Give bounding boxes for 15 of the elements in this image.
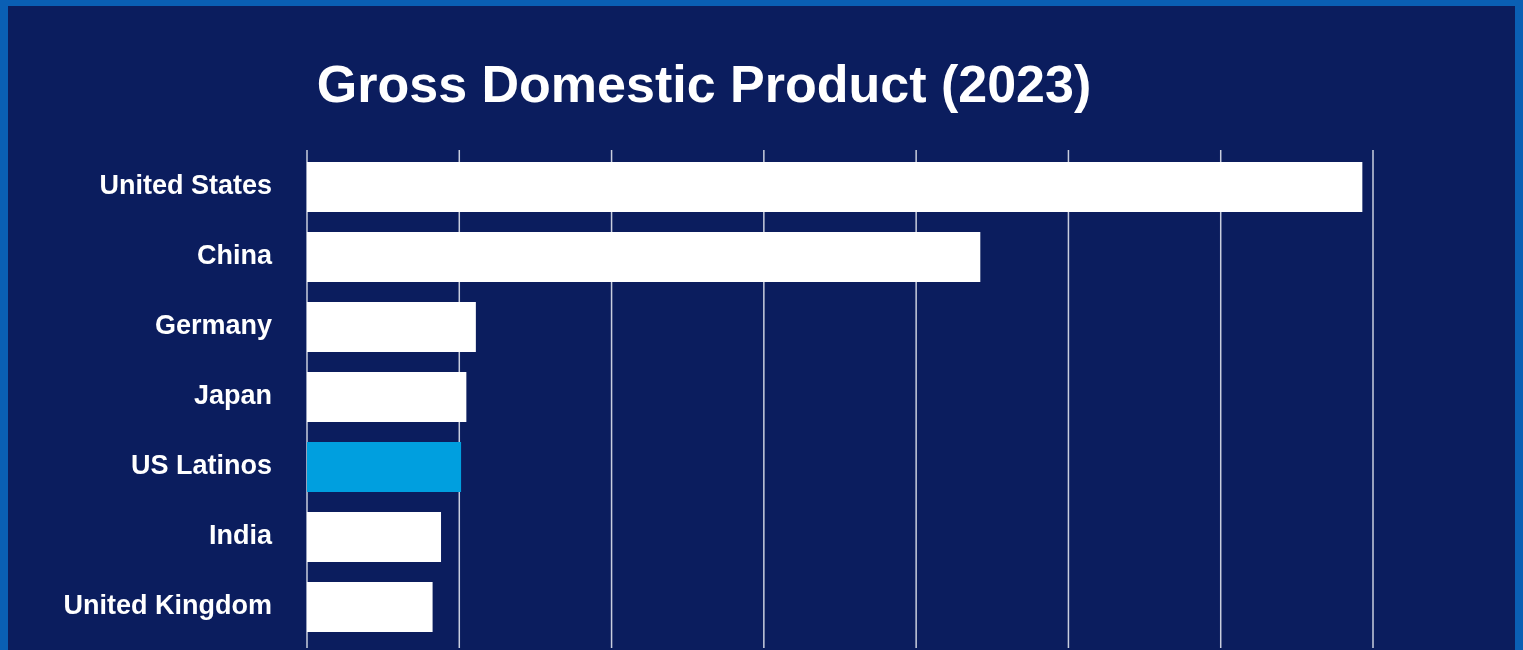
- y-tick-label: Japan: [193, 380, 272, 411]
- chart-title: Gross Domestic Product (2023): [316, 55, 1092, 113]
- bar: [307, 162, 1363, 212]
- bar: [307, 582, 433, 632]
- y-tick-label: Germany: [154, 310, 272, 341]
- bar: [307, 372, 467, 422]
- bar: [307, 512, 442, 562]
- bar: [307, 232, 981, 282]
- y-tick-label: United States: [99, 170, 272, 201]
- bar: [307, 302, 476, 352]
- bar: [307, 442, 462, 492]
- y-tick-label: United Kingdom: [63, 590, 272, 621]
- y-tick-label: China: [196, 240, 273, 271]
- y-tick-label: US Latinos: [130, 450, 272, 481]
- y-tick-label: India: [208, 520, 273, 551]
